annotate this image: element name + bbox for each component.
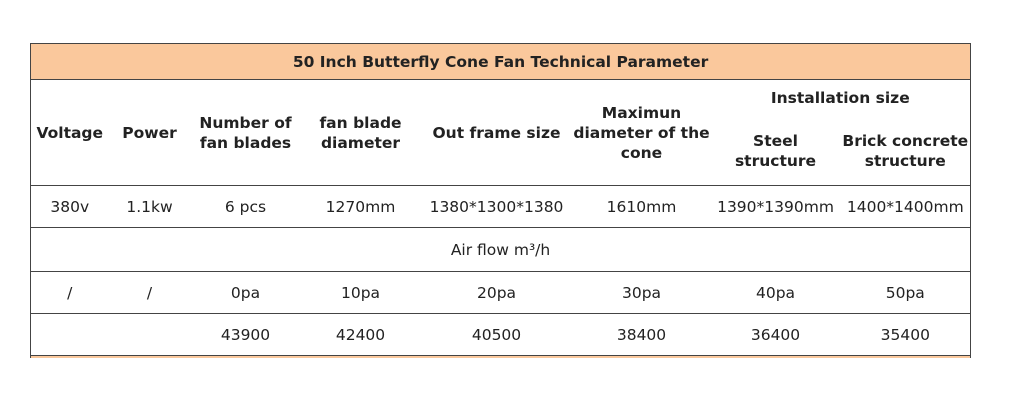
spec-cell: 6 pcs — [190, 185, 301, 228]
header-line: Maximun — [601, 103, 682, 122]
airflow-title-row: Air flow m³/h — [30, 227, 971, 272]
spec-cell: 1400*1400mm — [840, 185, 971, 228]
header-line: fan blades — [199, 133, 292, 152]
pressure-cell: 10pa — [300, 271, 421, 314]
pressure-cell: 0pa — [190, 271, 301, 314]
airflow-cell: 42400 — [300, 313, 421, 356]
pressure-cell: 50pa — [840, 271, 971, 314]
empty-cell — [30, 313, 109, 356]
footer-row — [30, 355, 971, 358]
header-line: structure — [864, 151, 946, 170]
airflow-row: 43900 42400 40500 38400 36400 35400 — [30, 313, 971, 356]
spec-cell: 1270mm — [300, 185, 421, 228]
pressure-cell: 30pa — [572, 271, 711, 314]
header-line: Out frame size — [432, 123, 561, 142]
header-cell: Installation size — [770, 89, 910, 108]
pressure-cell: 40pa — [710, 271, 841, 314]
header-line: diameter of the — [573, 123, 710, 142]
header-cell: Steel structure — [710, 116, 841, 186]
footer-band — [30, 355, 971, 358]
header-line: Power — [122, 123, 177, 142]
header-cell: Out frame size — [420, 79, 573, 186]
specs-row: 380v 1.1kw 6 pcs 1270mm 1380*1300*1380 1610mm… — [30, 185, 971, 228]
spec-cell: 1610mm — [572, 185, 711, 228]
header-line: diameter — [320, 133, 401, 152]
title-row: 50 Inch Butterfly Cone Fan Technical Par… — [30, 43, 971, 80]
header-cell: Maximun diameter of the cone — [572, 79, 711, 186]
header-row: Voltage Power Number of fan blades fan bl… — [30, 79, 971, 186]
pressure-row: //0pa 10pa 20pa 30pa 40pa 50pa — [30, 271, 971, 314]
airflow-cell: 36400 — [710, 313, 841, 356]
header-line: Brick concrete — [842, 131, 969, 150]
pressure-cell: 20pa — [420, 271, 573, 314]
table-title: 50 Inch Butterfly Cone Fan Technical Par… — [30, 43, 971, 80]
airflow-cell: 38400 — [572, 313, 711, 356]
pressure-cell: / — [30, 271, 109, 314]
header-line: cone — [620, 143, 663, 162]
empty-cell — [108, 313, 191, 356]
header-row: Steel structure Brick concrete structure — [31, 116, 971, 186]
header-cell: Number of fan blades — [190, 79, 301, 186]
header-line: fan blade — [319, 113, 402, 132]
header-cell: Voltage — [30, 79, 109, 186]
spec-cell: 1390*1390mm — [710, 185, 841, 228]
pressure-cell: / — [108, 271, 191, 314]
header-line: Number of — [199, 113, 292, 132]
header-cell: Brick concrete structure — [840, 116, 971, 186]
airflow-title: Air flow m³/h — [30, 227, 971, 272]
spec-cell: 1.1kw — [108, 185, 191, 228]
parameter-table: 50 Inch Butterfly Cone Fan Technical Par… — [30, 43, 972, 358]
spec-cell: 380v — [30, 185, 109, 228]
header-cell: fan blade diameter — [300, 79, 421, 186]
spec-cell: 1380*1300*1380 — [420, 185, 573, 228]
airflow-cell: 40500 — [420, 313, 573, 356]
airflow-cell: 43900 — [190, 313, 301, 356]
airflow-cell: 35400 — [840, 313, 971, 356]
header-line: Steel structure — [734, 131, 817, 170]
header-cell: Power — [108, 79, 191, 186]
header-line: Voltage — [36, 123, 104, 142]
